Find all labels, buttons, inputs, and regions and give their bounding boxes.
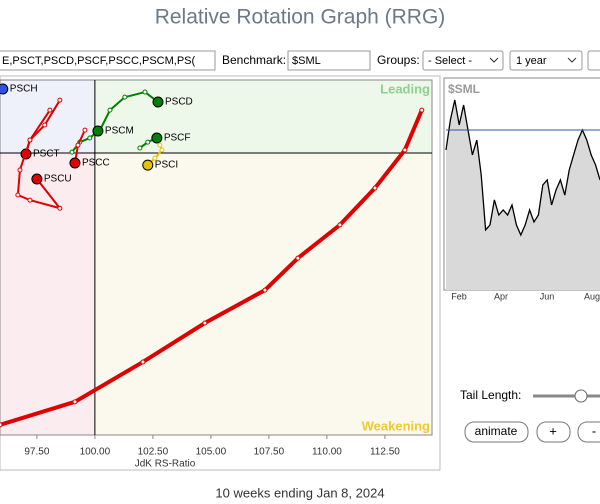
- tail-head: [92, 125, 104, 137]
- slider-thumb[interactable]: [574, 389, 588, 403]
- tail-line: [0, 109, 424, 427]
- tail-point: [419, 107, 425, 113]
- x-axis-label: JdK RS-Ratio: [135, 459, 196, 470]
- month-label: Feb: [451, 291, 467, 301]
- weakening-quadrant: [94, 153, 433, 435]
- plot-border: [0, 79, 433, 436]
- benchmark-area: [446, 99, 600, 290]
- tail-point: [122, 94, 128, 100]
- tail-head: [142, 159, 154, 171]
- rrg-frame: [0, 75, 441, 471]
- rrg: Leading Weakening 97.50 100.00 102.50 105.00 1…: [0, 79, 433, 470]
- tail-label: PSCM: [105, 126, 134, 137]
- tail-point: [295, 255, 301, 261]
- animate-button[interactable]: [464, 421, 529, 443]
- tail-label: PSCH: [10, 84, 38, 95]
- plus-text: +: [549, 423, 557, 438]
- tail-point: [0, 422, 3, 428]
- tail-head: [0, 83, 9, 95]
- tail-point: [57, 97, 63, 103]
- groups-text: - Select -: [428, 55, 472, 67]
- groups-select[interactable]: [422, 50, 504, 71]
- minus-button[interactable]: [577, 421, 600, 443]
- tail-point: [47, 107, 53, 113]
- footer: 10 weeks ending Jan 8, 2024: [215, 485, 384, 500]
- benchmark-chart: $SML Feb Apr Jun Aug: [443, 77, 600, 301]
- tail-point: [27, 137, 33, 143]
- tail-point: [69, 149, 75, 155]
- benchmark-line: [445, 99, 600, 237]
- period-text: 1 year: [516, 55, 547, 67]
- tail-point: [145, 139, 151, 145]
- animate-text: animate: [475, 424, 518, 438]
- x-tick-label: 105.00: [196, 447, 227, 458]
- month-label: Apr: [494, 291, 508, 301]
- minus-text: -: [592, 423, 596, 438]
- tail-head: [31, 173, 43, 185]
- symbols-text: E,PSCT,PSCD,PSCF,PSCC,PSCM,PS(: [2, 55, 195, 67]
- x-tick-label: 100.00: [80, 447, 111, 458]
- period-select[interactable]: [509, 50, 583, 71]
- tail-point: [15, 192, 21, 198]
- x-tick-label: 112.50: [370, 447, 400, 458]
- extra-select[interactable]: [587, 50, 600, 71]
- tail-point: [27, 197, 33, 203]
- tail-point: [142, 89, 148, 95]
- tail-label: PSCU: [44, 174, 72, 185]
- lagging-quadrant: [0, 153, 95, 435]
- tail-label: PSCF: [164, 133, 191, 144]
- tail-point: [372, 185, 378, 191]
- groups-label: Groups:: [377, 53, 420, 67]
- tail-point: [87, 135, 93, 141]
- tail-point: [82, 127, 88, 133]
- tail-point: [57, 205, 63, 211]
- tail-length-label: Tail Length:: [460, 388, 521, 402]
- tail-head: [69, 157, 81, 169]
- tail-point: [72, 399, 78, 405]
- tail-point: [137, 145, 143, 151]
- benchmark-title: $SML: [448, 82, 480, 96]
- x-tick-label: 107.50: [254, 447, 285, 458]
- tail-point: [140, 359, 146, 365]
- benchmark-text: $SML: [292, 55, 321, 67]
- benchmark-label: Benchmark:: [222, 53, 286, 67]
- tail-point: [107, 107, 113, 113]
- month-label: Aug: [584, 291, 600, 301]
- tail-label: PSCT: [33, 149, 60, 160]
- plus-button[interactable]: [536, 421, 571, 443]
- tail-point: [157, 142, 163, 148]
- weakening-label: Weakening: [362, 418, 430, 433]
- x-tick-label: 97.50: [24, 447, 49, 458]
- tails: PSCD PSCM PSCF PSCI PSCC PSCT PSCU PSCH: [0, 83, 425, 428]
- tail-head: [152, 96, 164, 108]
- tail-point: [262, 287, 268, 293]
- chevron: [489, 57, 499, 63]
- tail-point: [42, 122, 48, 128]
- tail-label: PSCD: [165, 97, 193, 108]
- tail-point: [337, 222, 343, 228]
- tail-point: [17, 167, 23, 173]
- month-label: Jun: [540, 291, 555, 301]
- x-tick-label: 110.00: [312, 447, 342, 458]
- x-tick-label: 102.50: [138, 447, 169, 458]
- tail-point: [402, 147, 408, 153]
- leading-label: Leading: [380, 81, 430, 96]
- tail-head: [151, 132, 163, 144]
- benchmark-input[interactable]: [287, 50, 371, 71]
- tail-point: [75, 142, 81, 148]
- tail-point: [159, 147, 165, 153]
- tail-label: PSCC: [82, 158, 110, 169]
- tail-point: [152, 155, 158, 161]
- tail-point: [202, 320, 208, 326]
- tail-label: PSCI: [155, 160, 178, 171]
- symbols-input[interactable]: [0, 50, 216, 71]
- title: Relative Rotation Graph (RRG): [155, 6, 446, 29]
- chevron: [567, 57, 577, 63]
